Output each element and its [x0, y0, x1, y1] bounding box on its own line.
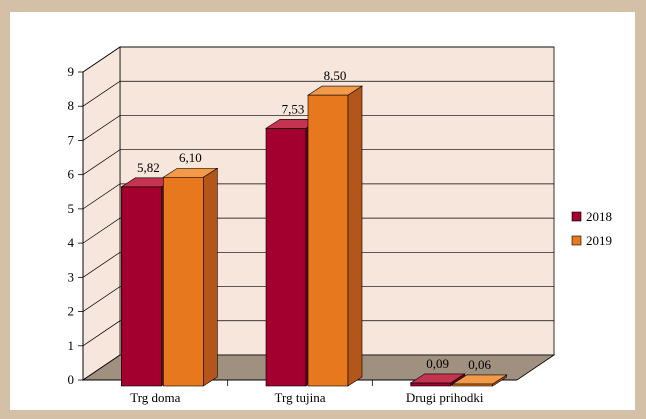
gridline: [82, 115, 554, 141]
y-tick-label: 0: [68, 372, 75, 387]
legend-swatch-2018: [571, 211, 582, 222]
y-tick-label: 7: [68, 132, 75, 147]
x-axis-labels: Trg doma Trg tujina Drugi prihodki: [130, 390, 484, 405]
bar-2018-top: [409, 373, 466, 384]
chart-panel: 0 1 2 3 4 5 6 7 8 9 5,82 6,10 7,53 8,50 0,09 0,06 Trg …: [10, 12, 635, 410]
x-category-label: Trg tujina: [275, 390, 326, 405]
data-label-2018: 0,09: [426, 356, 449, 371]
gridline: [82, 217, 554, 244]
y-tick-label: 1: [68, 338, 75, 353]
data-label-2019: 6,10: [179, 150, 202, 165]
side-wall: [82, 46, 121, 381]
data-labels: 5,82 6,10 7,53 8,50 0,09 0,06: [137, 68, 492, 372]
legend-label-2019: 2019: [586, 233, 612, 248]
y-tick-label: 5: [68, 201, 75, 216]
gridline: [82, 251, 554, 278]
data-label-2018: 7,53: [282, 101, 305, 116]
gridline: [82, 286, 554, 312]
gridline: [82, 46, 554, 73]
y-tick-label: 6: [68, 167, 75, 182]
y-tick-label: 2: [68, 304, 75, 319]
bar-2018-front: [121, 186, 162, 387]
bars: [120, 85, 508, 387]
y-tick-label: 3: [68, 269, 75, 284]
gridline: [82, 149, 554, 175]
y-tick-label: 4: [68, 235, 75, 250]
bar-2019-front: [307, 94, 349, 387]
bar-2019-top: [162, 167, 219, 178]
bar-2019-side: [347, 85, 363, 387]
y-tick-label: 8: [68, 98, 75, 113]
gridline: [82, 80, 554, 107]
gridline: [82, 183, 554, 210]
y-tick-label: 9: [68, 64, 75, 79]
bar-2019-front: [452, 383, 493, 387]
bar-2018-front: [410, 382, 451, 387]
bar-2019-front: [163, 176, 204, 387]
legend: 2018 2019: [571, 209, 612, 248]
data-label-2019: 8,50: [324, 68, 347, 83]
data-label-2018: 5,82: [137, 160, 160, 175]
bar-2019-top: [306, 85, 364, 96]
bar-2019-top: [451, 374, 508, 385]
gridlines: [82, 46, 554, 347]
bar-chart: 0 1 2 3 4 5 6 7 8 9 5,82 6,10 7,53 8,50 0,09 0,06 Trg …: [68, 46, 612, 405]
bar-2018-front: [265, 128, 307, 387]
gridline: [82, 320, 554, 347]
legend-swatch-2019: [571, 235, 582, 246]
data-label-2019: 0,06: [468, 357, 491, 372]
y-axis-ticks: 0 1 2 3 4 5 6 7 8 9: [68, 64, 83, 387]
x-category-label: Trg doma: [130, 390, 180, 405]
x-category-label: Drugi prihodki: [406, 390, 484, 405]
bar-2019-side: [203, 167, 218, 387]
legend-label-2018: 2018: [586, 209, 612, 224]
